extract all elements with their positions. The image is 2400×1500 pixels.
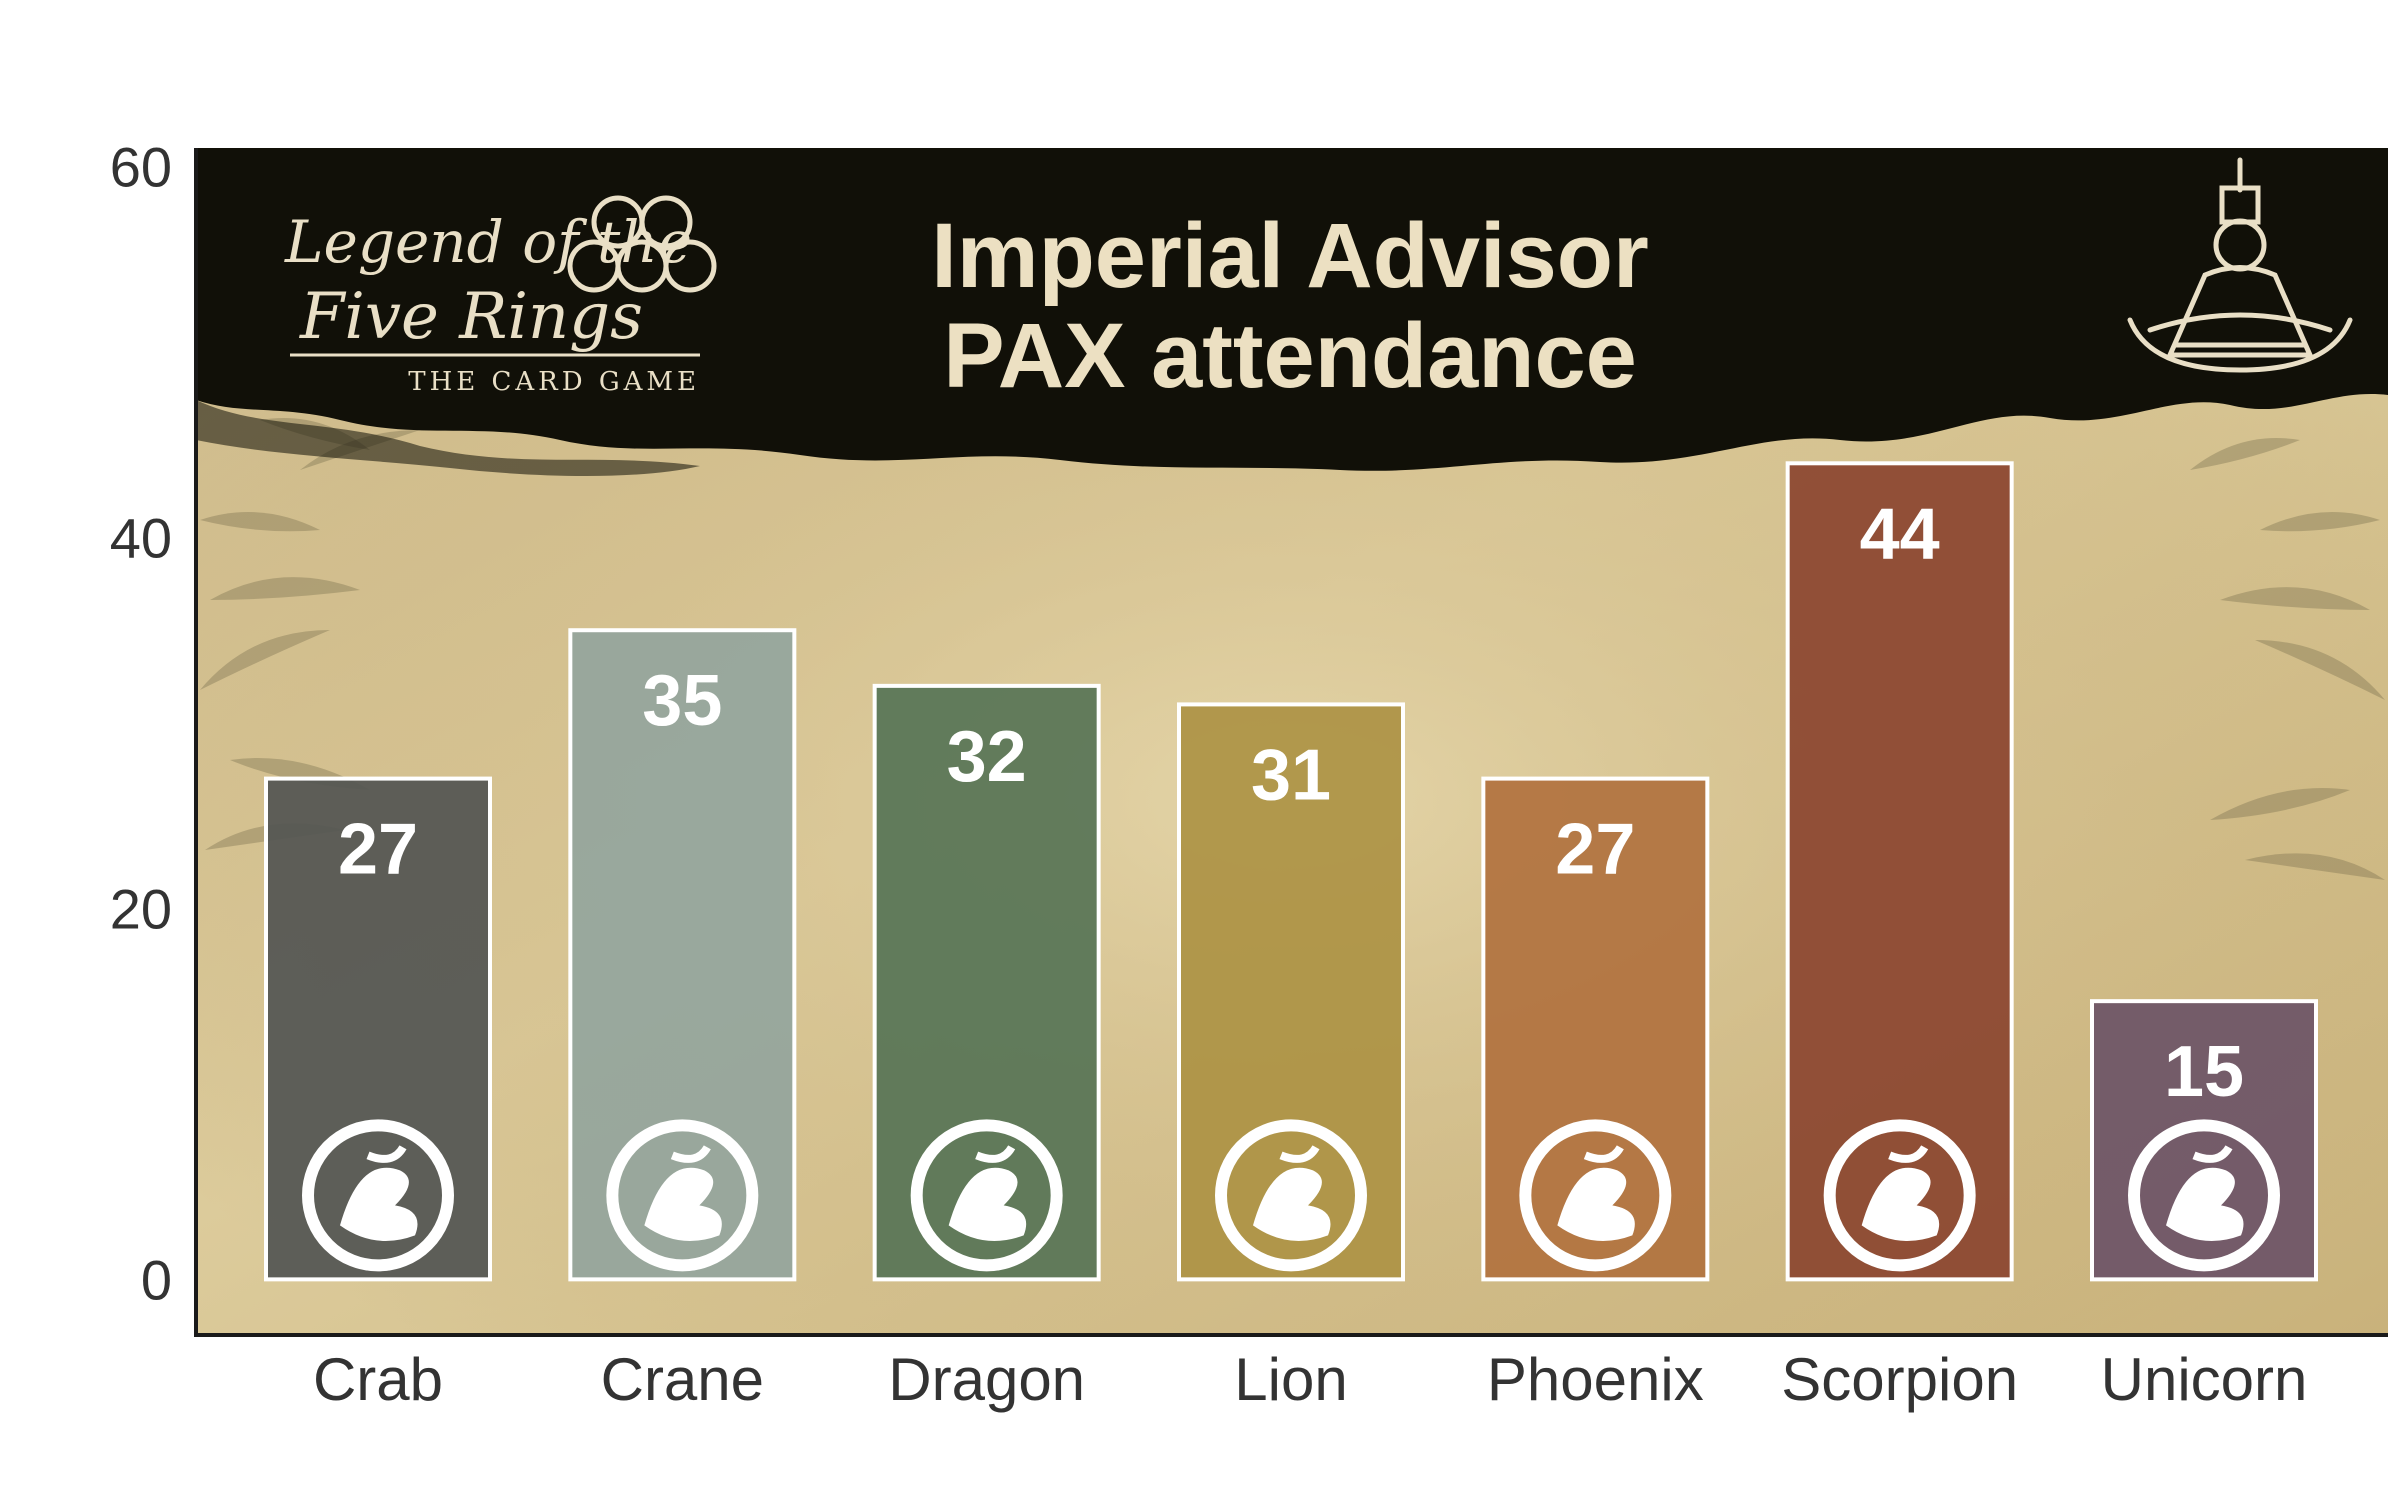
x-category-label: Phoenix bbox=[1487, 1346, 1704, 1413]
bar-group: 32 bbox=[872, 683, 1101, 1282]
logo-line-3: THE CARD GAME bbox=[408, 367, 700, 397]
y-tick-label: 40 bbox=[110, 506, 172, 569]
x-axis-labels: Crab Crane Dragon Lion Phoenix Scorpion Unicor… bbox=[313, 1346, 2307, 1413]
value-label: 31 bbox=[1251, 735, 1331, 815]
value-label: 27 bbox=[338, 810, 418, 890]
bar-group: 44 bbox=[1785, 461, 2014, 1282]
bar-group: 27 bbox=[264, 776, 492, 1282]
bamboo-leaves-right bbox=[2190, 438, 2385, 880]
emperor-figure-icon bbox=[2127, 157, 2353, 373]
clan-mon-icon bbox=[606, 1119, 759, 1272]
bar bbox=[1785, 461, 2014, 1282]
clan-mon-icon bbox=[1823, 1119, 1976, 1272]
clan-mon-icon bbox=[302, 1119, 454, 1272]
ink-banner bbox=[196, 148, 2388, 471]
value-label: 27 bbox=[1555, 810, 1635, 890]
x-category-label: Crab bbox=[313, 1346, 443, 1413]
x-category-label: Crane bbox=[601, 1346, 764, 1413]
y-tick-label: 0 bbox=[141, 1248, 172, 1311]
value-label: 15 bbox=[2164, 1032, 2244, 1112]
y-tick-label: 60 bbox=[110, 136, 172, 199]
bar-group: 31 bbox=[1177, 702, 1405, 1282]
bar bbox=[568, 628, 797, 1282]
five-rings-icon bbox=[567, 195, 717, 293]
x-category-label: Dragon bbox=[888, 1346, 1085, 1413]
chart-title: Imperial Advisor PAX attendance bbox=[931, 205, 1649, 407]
x-category-label: Lion bbox=[1234, 1346, 1347, 1413]
clan-mon-icon bbox=[1519, 1119, 1672, 1272]
logo-line-1: Legend of the bbox=[284, 208, 692, 276]
bars-layer: 27 35 32 31 27 44 15 bbox=[264, 461, 2318, 1282]
title-line-2: PAX attendance bbox=[943, 305, 1637, 407]
value-label: 44 bbox=[1860, 494, 1940, 574]
axes bbox=[194, 148, 2388, 1337]
y-tick-label: 20 bbox=[110, 877, 172, 940]
x-category-label: Scorpion bbox=[1781, 1346, 2018, 1413]
clan-mon-icon bbox=[910, 1119, 1063, 1272]
y-axis-ticks: 0 20 40 60 bbox=[110, 136, 172, 1312]
bar-group: 15 bbox=[2090, 999, 2318, 1282]
value-label: 35 bbox=[642, 661, 722, 741]
bar-group: 27 bbox=[1481, 776, 1710, 1282]
value-label: 32 bbox=[947, 717, 1027, 797]
clan-mon-icon bbox=[1215, 1119, 1367, 1272]
logo-line-2: Five Rings bbox=[299, 280, 643, 354]
bar-group: 35 bbox=[568, 628, 797, 1282]
x-category-label: Unicorn bbox=[2101, 1346, 2308, 1413]
title-line-1: Imperial Advisor bbox=[931, 205, 1649, 307]
clan-mon-icon bbox=[2128, 1119, 2280, 1272]
l5r-logo: Legend of the Five Rings THE CARD GAME bbox=[284, 195, 717, 397]
